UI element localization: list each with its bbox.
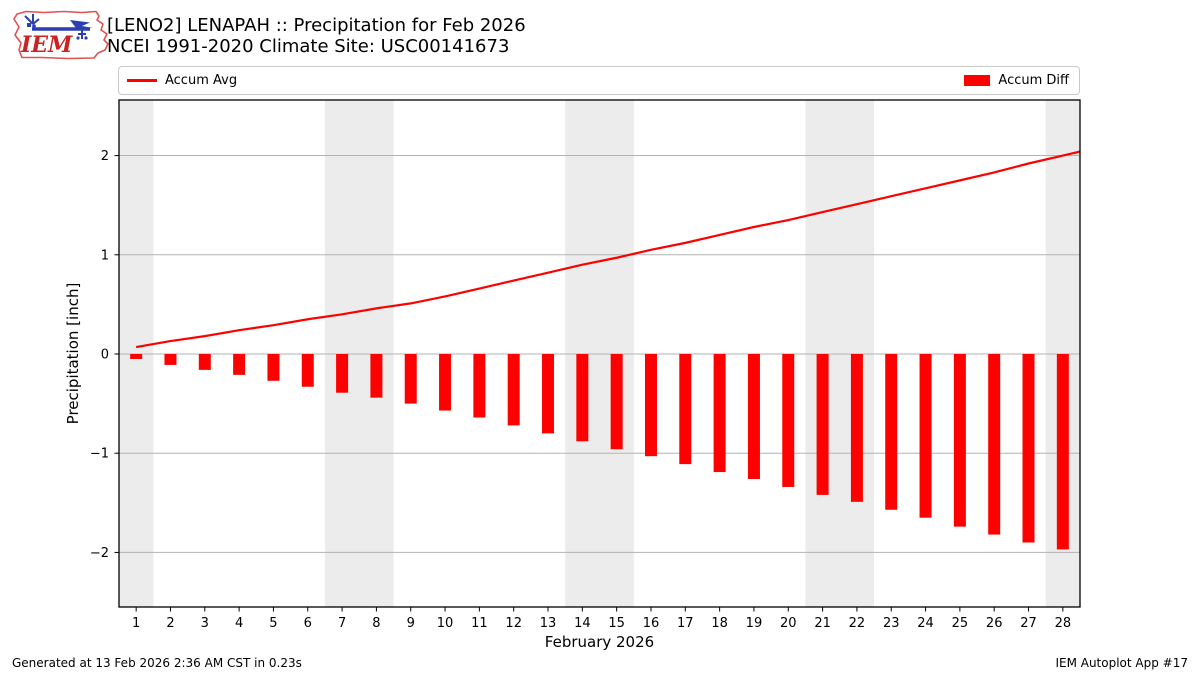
iem-logo: IEM [10, 5, 112, 63]
chart-title-block: [LENO2] LENAPAH :: Precipitation for Feb… [107, 15, 526, 57]
y-tick-label: 1 [101, 248, 109, 263]
x-tick-label: 3 [201, 616, 209, 631]
x-tick-label: 24 [917, 616, 934, 631]
x-tick-label: 6 [304, 616, 312, 631]
legend-label-accum-diff: Accum Diff [998, 73, 1069, 88]
accum-diff-bar [404, 353, 417, 404]
accum-diff-bar [1056, 353, 1069, 550]
accum-diff-bar [164, 353, 177, 365]
x-tick-label: 8 [372, 616, 380, 631]
accum-diff-bar [507, 353, 520, 426]
accum-diff-bar [644, 353, 657, 457]
accum-diff-bar [542, 353, 555, 434]
accum-diff-bar [576, 353, 589, 442]
x-tick-label: 2 [166, 616, 174, 631]
x-tick-label: 22 [849, 616, 866, 631]
accum-diff-bar [988, 353, 1001, 535]
legend-item-accum-diff: Accum Diff [964, 73, 1069, 88]
chart-title: [LENO2] LENAPAH :: Precipitation for Feb… [107, 15, 526, 36]
accum-diff-bar [747, 353, 760, 480]
iem-logo-text: IEM [20, 32, 73, 58]
x-tick-label: 13 [540, 616, 557, 631]
accum-diff-bar [816, 353, 829, 495]
accum-diff-bar [473, 353, 486, 418]
bar-swatch-icon [964, 75, 991, 86]
y-tick-label: −2 [90, 546, 109, 561]
x-tick-label: 28 [1055, 616, 1072, 631]
accum-diff-bar [336, 353, 349, 393]
x-tick-label: 10 [437, 616, 454, 631]
legend-label-accum-avg: Accum Avg [165, 73, 238, 88]
x-tick-label: 25 [952, 616, 969, 631]
accum-diff-bar [679, 353, 692, 465]
legend-item-accum-avg: Accum Avg [127, 73, 237, 88]
autoplot-app-credit: IEM Autoplot App #17 [1055, 656, 1188, 670]
accum-diff-bar [713, 353, 726, 473]
x-tick-label: 26 [986, 616, 1003, 631]
accum-diff-bar [130, 353, 143, 359]
iem-logo-svg: IEM [13, 10, 109, 60]
iowa-outline [13, 10, 109, 60]
accum-diff-bar [301, 353, 314, 387]
chart-subtitle: NCEI 1991-2020 Climate Site: USC00141673 [107, 36, 510, 57]
accum-diff-bar [885, 353, 898, 510]
x-tick-label: 16 [643, 616, 660, 631]
accum-diff-bar [953, 353, 966, 527]
accum-avg-line [135, 150, 1081, 349]
weather-vane-icon [24, 14, 93, 40]
x-tick-label: 23 [883, 616, 900, 631]
legend: Accum Avg Accum Diff [118, 66, 1080, 95]
y-axis-label: Precipitation [inch] [64, 283, 82, 425]
x-tick-label: 27 [1020, 616, 1037, 631]
line-swatch-icon [127, 79, 157, 82]
x-tick-label: 11 [471, 616, 488, 631]
x-tick-label: 19 [746, 616, 763, 631]
accum-diff-bar [370, 353, 383, 398]
accum-diff-bar [267, 353, 280, 381]
x-tick-label: 14 [574, 616, 591, 631]
x-tick-label: 4 [235, 616, 243, 631]
accum-diff-bar [610, 353, 623, 450]
x-tick-label: 20 [780, 616, 797, 631]
accum-diff-bar [782, 353, 795, 487]
x-tick-label: 21 [814, 616, 831, 631]
y-tick-label: −1 [90, 447, 109, 462]
accum-diff-bar [1022, 353, 1035, 543]
x-tick-label: 7 [338, 616, 346, 631]
accum-diff-bar [233, 353, 246, 375]
accum-diff-bar [198, 353, 211, 370]
x-tick-label: 9 [407, 616, 415, 631]
x-tick-label: 1 [132, 616, 140, 631]
accum-diff-bar [919, 353, 932, 518]
x-tick-label: 5 [269, 616, 277, 631]
accum-diff-bar [439, 353, 452, 411]
x-tick-label: 12 [505, 616, 522, 631]
x-axis-label: February 2026 [545, 633, 654, 651]
generated-timestamp: Generated at 13 Feb 2026 2:36 AM CST in … [12, 656, 302, 670]
x-tick-label: 18 [711, 616, 728, 631]
accum-diff-bar [850, 353, 863, 502]
x-tick-label: 17 [677, 616, 694, 631]
y-tick-label: 0 [101, 347, 109, 362]
y-tick-label: 2 [101, 149, 109, 164]
x-tick-label: 15 [608, 616, 625, 631]
